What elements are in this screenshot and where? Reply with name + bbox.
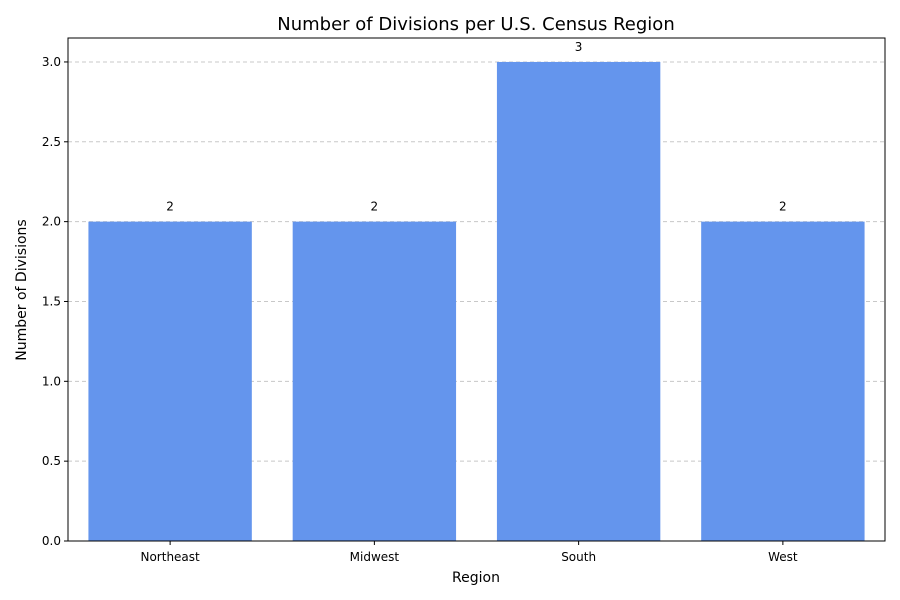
data-label-west: 2 — [779, 200, 787, 214]
bar-west — [701, 221, 865, 541]
plot-frame — [67, 37, 886, 542]
y-tick-label: 3.0 — [42, 55, 61, 69]
data-label-northeast: 2 — [166, 200, 174, 214]
data-label-south: 3 — [575, 40, 583, 54]
y-tick-label: 1.5 — [42, 294, 61, 308]
chart-title: Number of Divisions per U.S. Census Regi… — [277, 14, 674, 35]
y-tick-label: 2.5 — [42, 135, 61, 149]
bar-midwest — [292, 221, 457, 541]
x-axis: Northeast Midwest South West — [140, 541, 798, 564]
y-axis: 0.0 0.5 1.0 1.5 2.0 2.5 3.0 — [42, 55, 68, 548]
data-labels: 2 2 3 2 — [166, 40, 786, 214]
data-label-midwest: 2 — [371, 200, 379, 214]
bars — [88, 61, 865, 541]
y-tick-label: 2.0 — [42, 215, 61, 229]
x-tick-label-midwest: Midwest — [350, 550, 400, 564]
y-tick-label: 0.0 — [42, 534, 61, 548]
y-tick-label: 1.0 — [42, 374, 61, 388]
x-axis-label: Region — [452, 570, 500, 586]
x-tick-label-south: South — [561, 550, 596, 564]
y-tick-label: 0.5 — [42, 454, 61, 468]
x-tick-label-northeast: Northeast — [140, 550, 200, 564]
bar-northeast — [88, 221, 252, 541]
bar-south — [496, 61, 661, 541]
x-tick-label-west: West — [768, 550, 798, 564]
y-axis-label: Number of Divisions — [14, 219, 30, 360]
